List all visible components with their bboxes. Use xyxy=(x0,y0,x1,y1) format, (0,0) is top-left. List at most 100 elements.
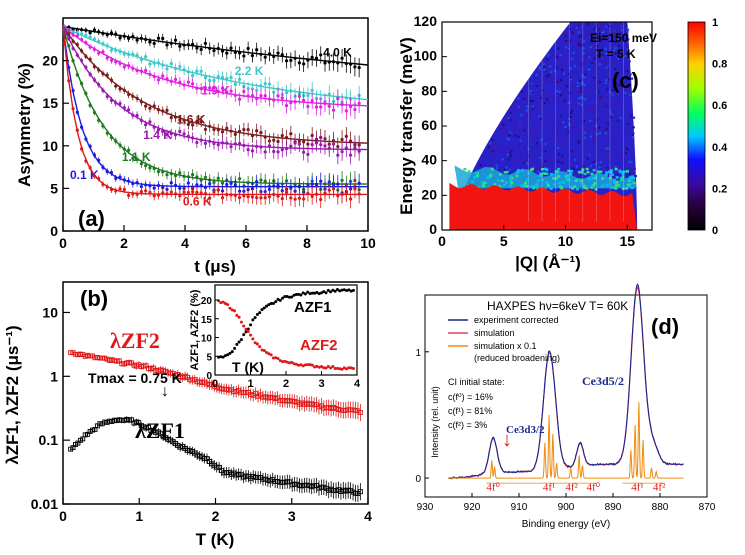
inset-y-tick-label: 10 xyxy=(201,334,213,345)
data-point xyxy=(67,44,71,48)
heatmap-cell xyxy=(502,184,506,187)
data-point xyxy=(84,137,88,141)
inset-data-point xyxy=(230,308,234,312)
data-point xyxy=(92,78,97,82)
colorbar-tick-label: 0.2 xyxy=(712,183,727,195)
heatmap-cell xyxy=(574,158,577,161)
heatmap-cell xyxy=(599,170,603,173)
x-tick-label: 2 xyxy=(212,508,220,524)
heatmap-cell xyxy=(507,116,510,120)
data-point xyxy=(233,193,237,198)
heatmap-cell xyxy=(491,149,494,152)
heatmap-cell xyxy=(598,126,601,129)
heatmap-cell xyxy=(628,183,632,186)
heatmap-cell xyxy=(580,181,584,185)
heatmap-cell xyxy=(624,52,627,56)
data-point xyxy=(263,196,267,200)
data-point xyxy=(118,102,122,106)
heatmap-cell xyxy=(540,125,543,128)
heatmap-cell xyxy=(579,35,583,38)
inset-label-azf2: AZF2 xyxy=(300,337,338,354)
inset-label-azf1: AZF1 xyxy=(294,299,332,316)
data-point xyxy=(272,90,276,94)
heatmap-cell xyxy=(608,156,611,160)
heatmap-cell xyxy=(509,179,513,182)
data-point xyxy=(182,43,186,47)
heatmap-cell xyxy=(537,167,540,170)
panel-d-marks xyxy=(448,283,684,484)
data-point xyxy=(173,173,178,178)
heatmap-cell xyxy=(481,183,485,187)
heatmap-cell xyxy=(570,170,574,173)
data-point xyxy=(357,66,361,70)
data-point xyxy=(173,38,178,42)
inset-data-point xyxy=(239,338,243,342)
data-point xyxy=(319,143,323,147)
data-point xyxy=(135,38,139,42)
data-point xyxy=(255,97,259,101)
data-point xyxy=(263,82,267,86)
inset-data-point xyxy=(253,316,257,320)
data-point xyxy=(152,41,156,46)
heatmap-cell xyxy=(551,77,554,80)
heatmap-cell xyxy=(577,31,581,34)
data-point xyxy=(88,166,92,170)
heatmap-cell xyxy=(580,171,584,174)
heatmap-cell xyxy=(555,90,559,93)
heatmap-cell xyxy=(575,44,578,47)
data-point xyxy=(340,137,344,142)
data-point xyxy=(178,80,182,84)
data-point xyxy=(331,60,336,64)
heatmap-cell xyxy=(568,27,571,30)
arrow-down-icon: ↓ xyxy=(161,383,169,400)
heatmap-cell xyxy=(606,139,609,143)
heatmap-cell xyxy=(551,65,555,68)
heatmap-cell xyxy=(581,115,585,118)
data-point xyxy=(259,178,263,182)
heatmap-cell xyxy=(534,168,537,172)
inset-x-tick-label: 3 xyxy=(318,378,324,390)
x-tick-label: 880 xyxy=(652,502,669,513)
inset-data-point xyxy=(221,355,225,359)
heatmap-cell xyxy=(531,137,535,140)
data-point xyxy=(169,116,173,120)
heatmap-cell xyxy=(576,95,579,98)
data-point xyxy=(310,133,314,138)
heatmap-cell xyxy=(548,133,551,136)
heatmap-cell xyxy=(626,48,629,51)
data-point xyxy=(131,181,135,186)
data-point xyxy=(319,105,323,109)
data-point xyxy=(144,123,148,127)
inset-data-point xyxy=(313,365,317,369)
heatmap-cell xyxy=(487,145,491,149)
heatmap-cell xyxy=(559,148,562,151)
data-point xyxy=(310,88,314,92)
heatmap-cell xyxy=(632,116,636,119)
heatmap-cell xyxy=(630,186,634,190)
inset-data-point xyxy=(253,341,257,345)
heatmap-cell xyxy=(591,177,595,180)
data-point xyxy=(118,61,122,66)
heatmap-cell xyxy=(594,66,598,69)
heatmap-cell xyxy=(553,170,557,173)
heatmap-region-high xyxy=(449,182,638,230)
heatmap-cell xyxy=(556,57,559,60)
inset-data-point xyxy=(219,301,223,305)
arrow-down-red-icon: ↓ xyxy=(502,429,512,451)
colorbar-tick-label: 1 xyxy=(712,17,718,29)
data-point xyxy=(267,97,272,101)
data-point xyxy=(191,136,195,140)
heatmap-cell xyxy=(538,157,541,160)
heatmap-cell xyxy=(598,132,602,135)
inset-x-tick-label: 1 xyxy=(247,378,253,390)
heatmap-cell xyxy=(581,74,584,77)
heatmap-cell xyxy=(604,30,607,33)
data-point xyxy=(344,134,348,138)
heatmap-cell xyxy=(603,141,606,144)
fit-line xyxy=(62,25,369,66)
heatmap-cell xyxy=(562,34,565,38)
inset-data-point xyxy=(306,290,310,294)
heatmap-cell xyxy=(523,97,526,100)
heatmap-cell xyxy=(588,23,591,26)
panel-d: 930 920 910 900 890 880 870 0 1 HAXPES hν=6keV T… xyxy=(415,283,716,530)
